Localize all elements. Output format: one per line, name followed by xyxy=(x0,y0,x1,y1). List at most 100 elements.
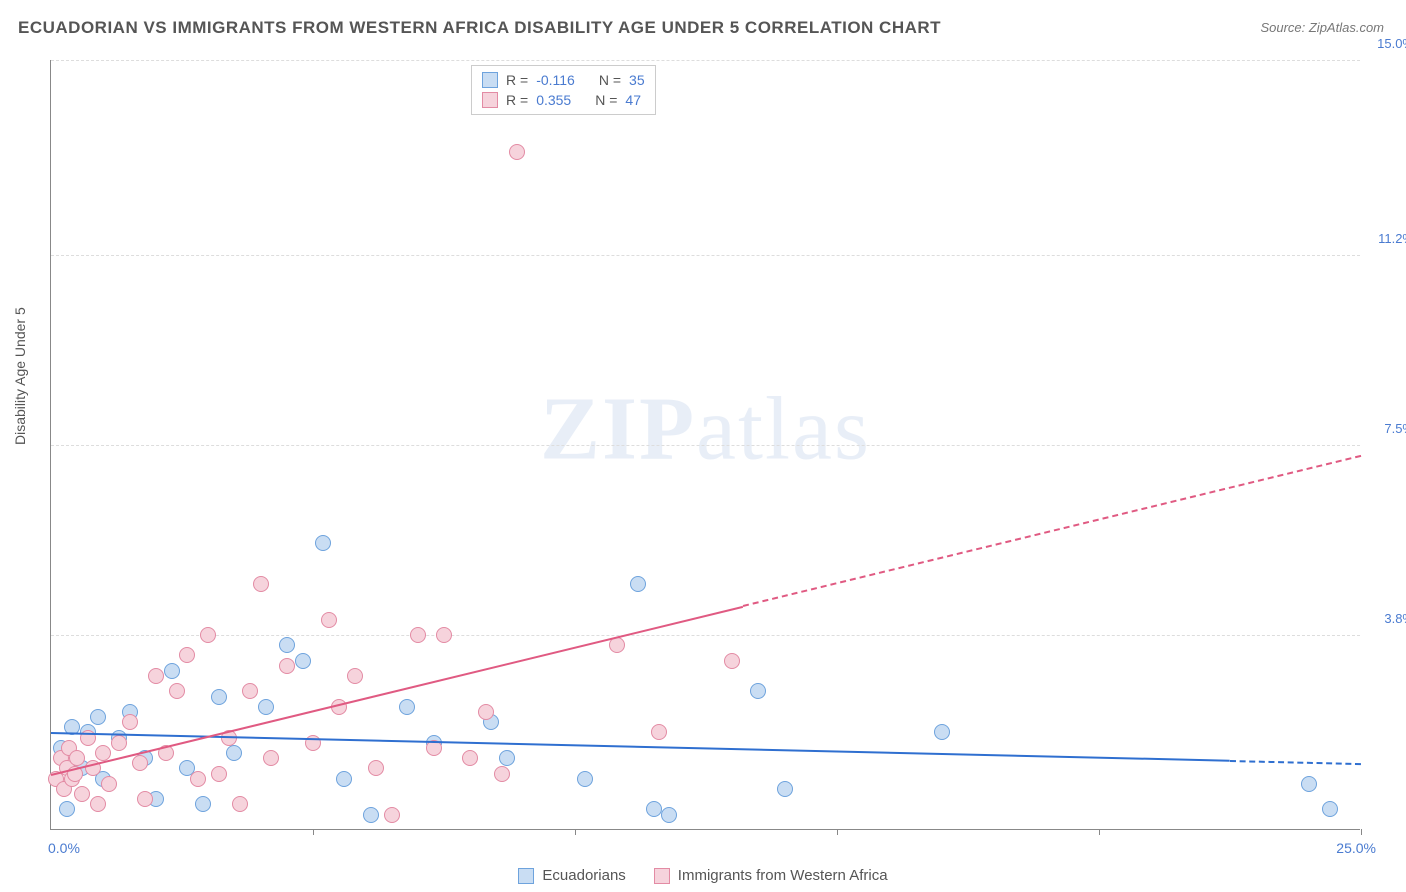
stats-n-label-2: N = xyxy=(595,92,617,108)
data-point xyxy=(164,663,180,679)
data-point xyxy=(200,627,216,643)
data-point xyxy=(101,776,117,792)
data-point xyxy=(90,796,106,812)
stats-box: R = -0.116 N = 35 R = 0.355 N = 47 xyxy=(471,65,656,115)
gridline-h xyxy=(51,445,1360,446)
data-point xyxy=(226,745,242,761)
data-point xyxy=(232,796,248,812)
data-point xyxy=(295,653,311,669)
data-point xyxy=(132,755,148,771)
x-tick xyxy=(1361,829,1362,835)
data-point xyxy=(137,791,153,807)
data-point xyxy=(661,807,677,823)
data-point xyxy=(368,760,384,776)
legend-swatch-2 xyxy=(654,868,670,884)
data-point xyxy=(724,653,740,669)
trendline xyxy=(51,606,743,776)
plot-area: ZIPatlas R = -0.116 N = 35 R = 0.355 N =… xyxy=(50,60,1360,830)
data-point xyxy=(148,668,164,684)
data-point xyxy=(279,637,295,653)
data-point xyxy=(90,709,106,725)
x-tick xyxy=(837,829,838,835)
legend-item-1: Ecuadorians xyxy=(518,867,625,884)
legend-swatch-1 xyxy=(518,868,534,884)
data-point xyxy=(242,683,258,699)
data-point xyxy=(651,724,667,740)
x-tick xyxy=(1099,829,1100,835)
data-point xyxy=(577,771,593,787)
data-point xyxy=(509,144,525,160)
stats-r-value-2: 0.355 xyxy=(536,92,571,108)
stats-r-label-1: R = xyxy=(506,72,528,88)
data-point xyxy=(462,750,478,766)
data-point xyxy=(195,796,211,812)
gridline-h xyxy=(51,60,1360,61)
stats-n-value-1: 35 xyxy=(629,72,645,88)
data-point xyxy=(211,766,227,782)
watermark-atlas: atlas xyxy=(696,380,871,479)
data-point xyxy=(499,750,515,766)
data-point xyxy=(279,658,295,674)
data-point xyxy=(363,807,379,823)
stats-row-1: R = -0.116 N = 35 xyxy=(482,70,645,90)
stats-n-value-2: 47 xyxy=(625,92,641,108)
source-label: Source: ZipAtlas.com xyxy=(1260,20,1384,35)
x-label-left: 0.0% xyxy=(48,840,80,856)
data-point xyxy=(211,689,227,705)
data-point xyxy=(410,627,426,643)
watermark: ZIPatlas xyxy=(540,378,871,481)
y-tick-label: 3.8% xyxy=(1364,611,1406,626)
data-point xyxy=(347,668,363,684)
data-point xyxy=(169,683,185,699)
data-point xyxy=(95,745,111,761)
trendline-dashed xyxy=(1230,760,1361,765)
y-tick-label: 7.5% xyxy=(1364,421,1406,436)
data-point xyxy=(74,786,90,802)
data-point xyxy=(179,647,195,663)
trendline-dashed xyxy=(742,455,1361,607)
legend-label-1: Ecuadorians xyxy=(542,867,625,884)
data-point xyxy=(258,699,274,715)
watermark-zip: ZIP xyxy=(540,380,696,479)
data-point xyxy=(1322,801,1338,817)
legend: Ecuadorians Immigrants from Western Afri… xyxy=(0,867,1406,884)
gridline-h xyxy=(51,255,1360,256)
data-point xyxy=(750,683,766,699)
data-point xyxy=(494,766,510,782)
data-point xyxy=(646,801,662,817)
data-point xyxy=(399,699,415,715)
stats-swatch-1 xyxy=(482,72,498,88)
stats-r-value-1: -0.116 xyxy=(536,72,575,88)
data-point xyxy=(436,627,452,643)
data-point xyxy=(336,771,352,787)
x-label-right: 25.0% xyxy=(1336,840,1376,856)
data-point xyxy=(315,535,331,551)
data-point xyxy=(122,714,138,730)
y-tick-label: 11.2% xyxy=(1364,231,1406,246)
data-point xyxy=(111,735,127,751)
data-point xyxy=(934,724,950,740)
data-point xyxy=(630,576,646,592)
y-axis-title: Disability Age Under 5 xyxy=(12,307,28,445)
data-point xyxy=(478,704,494,720)
data-point xyxy=(69,750,85,766)
x-tick xyxy=(313,829,314,835)
data-point xyxy=(253,576,269,592)
y-tick-label: 15.0% xyxy=(1364,36,1406,51)
data-point xyxy=(321,612,337,628)
data-point xyxy=(263,750,279,766)
legend-label-2: Immigrants from Western Africa xyxy=(678,867,888,884)
data-point xyxy=(384,807,400,823)
chart-title: ECUADORIAN VS IMMIGRANTS FROM WESTERN AF… xyxy=(18,18,941,38)
x-tick xyxy=(575,829,576,835)
gridline-h xyxy=(51,635,1360,636)
stats-r-label-2: R = xyxy=(506,92,528,108)
data-point xyxy=(190,771,206,787)
data-point xyxy=(1301,776,1317,792)
stats-row-2: R = 0.355 N = 47 xyxy=(482,90,645,110)
stats-swatch-2 xyxy=(482,92,498,108)
data-point xyxy=(59,801,75,817)
stats-n-label-1: N = xyxy=(599,72,621,88)
data-point xyxy=(777,781,793,797)
legend-item-2: Immigrants from Western Africa xyxy=(654,867,888,884)
